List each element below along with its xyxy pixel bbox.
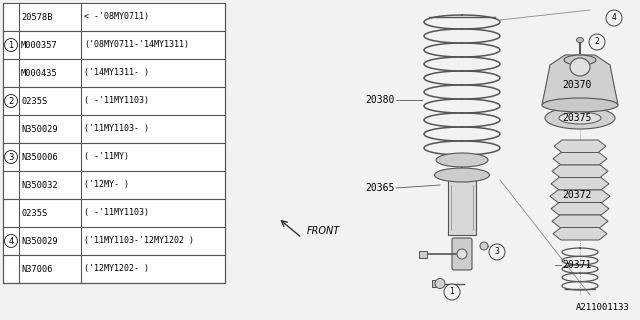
Ellipse shape	[577, 37, 584, 43]
Ellipse shape	[570, 58, 590, 76]
Text: 4: 4	[612, 13, 616, 22]
Text: 0235S: 0235S	[21, 209, 47, 218]
Text: 0235S: 0235S	[21, 97, 47, 106]
Text: 3: 3	[8, 153, 13, 162]
Ellipse shape	[435, 168, 490, 182]
Text: 20370: 20370	[562, 80, 591, 90]
Text: 2: 2	[8, 97, 13, 106]
Circle shape	[435, 278, 445, 289]
Circle shape	[4, 94, 17, 108]
Text: A211001133: A211001133	[576, 303, 630, 312]
Polygon shape	[550, 190, 610, 203]
Ellipse shape	[436, 153, 488, 167]
Text: 20375: 20375	[562, 113, 591, 123]
Bar	[432, 280, 442, 287]
Text: N350029: N350029	[21, 124, 58, 133]
Polygon shape	[551, 203, 609, 215]
Circle shape	[480, 242, 488, 250]
Ellipse shape	[545, 107, 615, 129]
Text: ( -'11MY): ( -'11MY)	[84, 153, 129, 162]
Text: N350032: N350032	[21, 180, 58, 189]
Ellipse shape	[457, 249, 467, 259]
Text: 20365: 20365	[365, 183, 395, 193]
Circle shape	[444, 284, 460, 300]
Text: 1: 1	[8, 41, 13, 50]
Polygon shape	[552, 215, 608, 228]
Text: 20578B: 20578B	[21, 12, 52, 21]
Text: M000435: M000435	[21, 68, 58, 77]
Circle shape	[489, 244, 505, 260]
Text: ('11MY1103- ): ('11MY1103- )	[84, 124, 149, 133]
Text: ( -'11MY1103): ( -'11MY1103)	[84, 97, 149, 106]
Polygon shape	[542, 55, 618, 105]
Polygon shape	[553, 228, 607, 240]
Bar	[448, 180, 476, 235]
Polygon shape	[554, 140, 606, 153]
Text: N350006: N350006	[21, 153, 58, 162]
Polygon shape	[553, 153, 607, 165]
Bar	[419, 251, 427, 258]
Text: 20371: 20371	[562, 260, 591, 270]
Circle shape	[4, 235, 17, 247]
Text: 2: 2	[595, 37, 600, 46]
Text: 4: 4	[8, 236, 13, 245]
Text: N350029: N350029	[21, 236, 58, 245]
Text: ( -'11MY1103): ( -'11MY1103)	[84, 209, 149, 218]
Text: M000357: M000357	[21, 41, 58, 50]
Circle shape	[606, 10, 622, 26]
FancyBboxPatch shape	[452, 238, 472, 270]
Polygon shape	[552, 165, 608, 178]
Polygon shape	[551, 178, 609, 190]
Text: < -'08MY0711): < -'08MY0711)	[84, 12, 149, 21]
Bar	[3, 3, 225, 283]
Circle shape	[589, 34, 605, 50]
Text: ('08MY0711-'14MY1311): ('08MY0711-'14MY1311)	[84, 41, 189, 50]
Text: 3: 3	[495, 247, 499, 257]
Ellipse shape	[559, 112, 601, 124]
Ellipse shape	[542, 98, 618, 112]
Circle shape	[4, 38, 17, 52]
Ellipse shape	[564, 55, 596, 65]
Text: 20380: 20380	[365, 95, 395, 105]
Text: FRONT: FRONT	[307, 226, 340, 236]
Text: ('12MY1202- ): ('12MY1202- )	[84, 265, 149, 274]
Text: N37006: N37006	[21, 265, 52, 274]
Text: 20372: 20372	[562, 190, 591, 200]
Circle shape	[4, 150, 17, 164]
Text: ('11MY1103-'12MY1202 ): ('11MY1103-'12MY1202 )	[84, 236, 194, 245]
Text: ('14MY1311- ): ('14MY1311- )	[84, 68, 149, 77]
Text: ('12MY- ): ('12MY- )	[84, 180, 129, 189]
Text: 1: 1	[450, 287, 454, 297]
